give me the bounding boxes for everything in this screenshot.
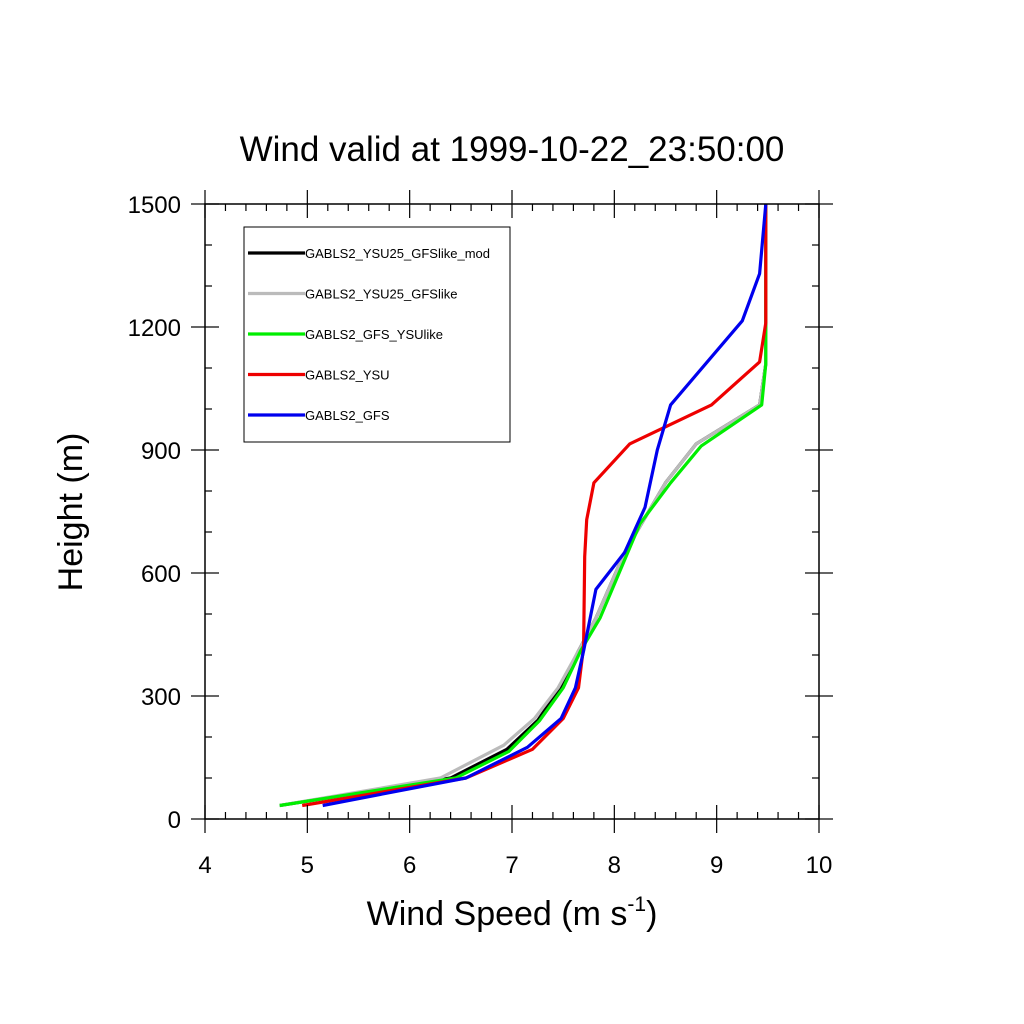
x-tick-label: 5	[301, 852, 314, 879]
y-tick-labels: 0 300 600 900 1200 1500	[128, 192, 181, 834]
legend-label: GABLS2_YSU25_GFSlike_mod	[305, 246, 490, 261]
legend-label: GABLS2_GFS_YSUlike	[305, 327, 443, 342]
x-tick-label: 4	[198, 852, 211, 879]
x-tick-label: 7	[505, 852, 518, 879]
x-tick-label: 9	[710, 852, 723, 879]
y-tick-label: 600	[141, 561, 181, 588]
chart-title: Wind valid at 1999-10-22_23:50:00	[240, 130, 785, 169]
legend-label: GABLS2_GFS	[305, 408, 390, 423]
y-axis-label: Height (m)	[52, 433, 90, 592]
series-line-3	[279, 204, 768, 808]
x-axis-label: Wind Speed (m s-1)	[367, 893, 658, 933]
x-tick-labels: 4 5 6 7 8 9 10	[198, 852, 832, 879]
y-tick-label: 1500	[128, 192, 181, 219]
legend-label: GABLS2_YSU25_GFSlike	[305, 287, 457, 302]
x-tick-label: 6	[403, 852, 416, 879]
x-tick-label: 10	[806, 852, 833, 879]
series-line-5	[322, 203, 768, 808]
y-tick-label: 0	[168, 807, 181, 834]
series-line-4	[301, 204, 768, 808]
y-tick-label: 900	[141, 438, 181, 465]
axis-ticks	[191, 190, 833, 833]
x-tick-label: 8	[608, 852, 621, 879]
plot-lines	[279, 203, 768, 808]
legend: GABLS2_YSU25_GFSlike_mod GABLS2_YSU25_GFS…	[243, 226, 511, 443]
legend-label: GABLS2_YSU	[305, 368, 390, 383]
y-tick-label: 300	[141, 684, 181, 711]
y-tick-label: 1200	[128, 315, 181, 342]
